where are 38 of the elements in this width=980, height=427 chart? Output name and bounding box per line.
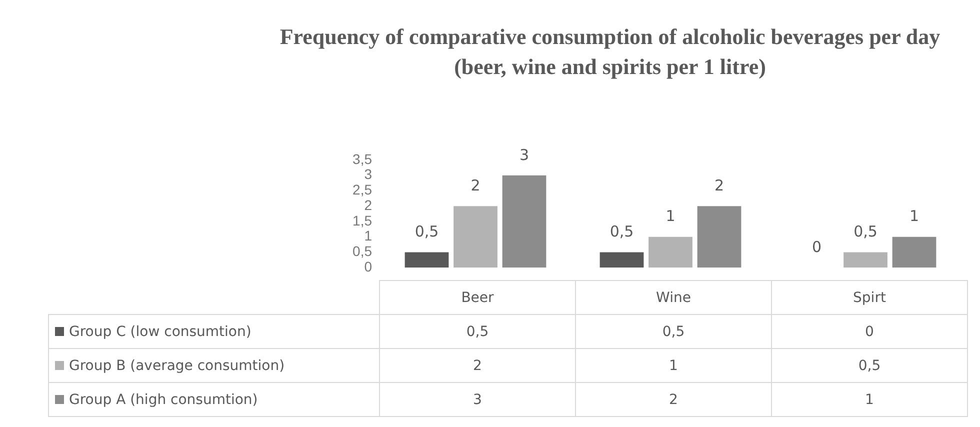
text: 0,5 — [854, 222, 878, 241]
bar — [404, 252, 449, 268]
bar — [697, 206, 742, 268]
data-label: 0 — [772, 314, 968, 348]
data-label: 1 — [576, 348, 772, 382]
text: 2 — [714, 176, 724, 195]
x-tick-label: Spirt — [772, 280, 968, 314]
text: 2 — [470, 176, 480, 195]
chart-title: Frequency of comparative consumption of alcoholic beverages per day (beer, wine and spirits per 1 litre) — [278, 23, 942, 81]
bar — [648, 236, 692, 268]
y-tick-label: 2,5 — [352, 182, 372, 198]
y-tick-label: 3,5 — [352, 150, 372, 167]
x-tick-label: Wine — [576, 280, 772, 314]
legend-label: Group B (average consumtion) — [48, 348, 380, 382]
data-label: 2 — [576, 382, 772, 416]
text: 1 — [666, 207, 676, 226]
text: 1 — [909, 207, 920, 226]
x-tick-label: Beer — [380, 280, 576, 314]
data-label: 0,5 — [772, 348, 968, 382]
y-tick-label: 2 — [364, 196, 372, 213]
bar — [844, 252, 888, 268]
legend-label: Group A (high consumtion) — [48, 382, 380, 416]
bar — [454, 206, 498, 268]
y-tick-label: 3 — [364, 166, 372, 182]
data-label: 0,5 — [576, 314, 772, 348]
y-tick-label: 0,5 — [352, 243, 372, 260]
y-tick-label: 1,5 — [352, 212, 372, 228]
bar — [892, 236, 936, 268]
text: 0,5 — [414, 222, 439, 241]
text: 3 — [519, 146, 530, 164]
legend-label: Group C (low consumtion) — [48, 314, 380, 348]
data-label: 1 — [772, 382, 968, 416]
text: 0,5 — [610, 222, 634, 241]
bar — [600, 252, 644, 268]
y-tick-label: 0 — [364, 258, 372, 274]
text: 0 — [812, 238, 822, 256]
bar — [502, 175, 546, 268]
y-tick-label: 1 — [364, 228, 372, 244]
